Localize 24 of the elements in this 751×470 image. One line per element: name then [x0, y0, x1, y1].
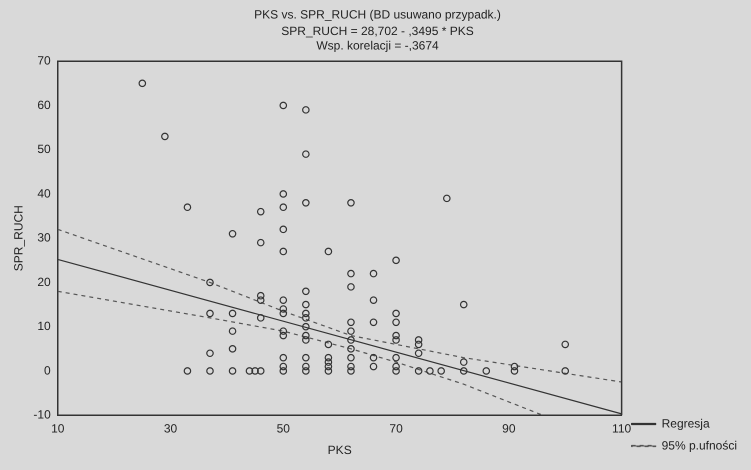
y-tick-label: 20 [37, 274, 52, 289]
y-tick-label: 50 [37, 142, 52, 156]
y-axis-title: SPR_RUCH [12, 205, 26, 272]
legend-label: 95% p.ufności [662, 438, 738, 452]
x-axis-title: PKS [328, 443, 352, 458]
y-tick-label: 30 [37, 230, 52, 245]
y-tick-label: -10 [33, 408, 52, 422]
x-tick-label: 10 [51, 422, 65, 436]
chart-title: PKS vs. SPR_RUCH (BD usuwano przypadk.) [254, 8, 501, 22]
y-tick-label: 70 [37, 54, 52, 68]
line-series [58, 228, 622, 383]
x-tick-label: 110 [612, 422, 632, 436]
line-series [58, 290, 544, 416]
text: Wsp. korelacji = -,3674 [316, 38, 440, 52]
legend-label: Regresja [662, 416, 710, 430]
x-tick-label: 90 [502, 422, 516, 436]
chart-subtitle: SPR_RUCH = 28,702 - ,3495 * PKS [281, 24, 474, 38]
y-tick-label: 60 [37, 98, 52, 112]
y-tick-label: 40 [37, 186, 52, 200]
x-tick-label: 70 [389, 422, 404, 436]
y-tick-label: 0 [44, 363, 52, 378]
y-tick-label: 10 [37, 319, 52, 334]
x-tick-label: 50 [276, 422, 290, 436]
x-tick-label: 30 [164, 422, 178, 436]
